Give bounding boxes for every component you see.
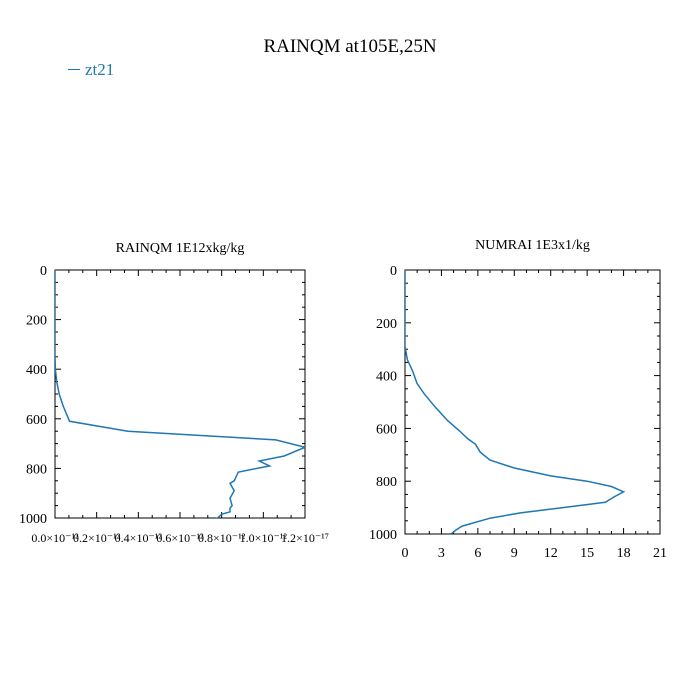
panel2-ytick-label: 200 (376, 317, 397, 332)
panel1-series-zt21-line (55, 270, 305, 518)
panel1-axes-frame (54, 269, 306, 519)
panel2-xtick-label: 3 (438, 546, 445, 561)
panel1-xtick-label: 1.0×10⁻¹² (240, 531, 288, 545)
panel1-ytick-label: 800 (26, 462, 47, 477)
legend: zt21 (68, 60, 114, 80)
panel1-xtick-label: 0.8×10⁻¹² (198, 531, 246, 545)
legend-label: zt21 (85, 60, 115, 79)
panel2-ytick-label: 0 (390, 264, 397, 279)
panel1-xtick-label: 0.2×10⁻¹² (73, 531, 121, 545)
panel1-ytick-label: 400 (26, 363, 47, 378)
panel1-xtick-label: 0.0×10⁻¹² (31, 531, 79, 545)
panel1-ytick-label: 600 (26, 413, 47, 428)
panel2-xtick-label: 6 (474, 546, 481, 561)
panel1-ytick-label: 0 (40, 264, 47, 279)
panel2-xtick-label: 12 (544, 546, 558, 561)
panel1-ytick-label: 200 (26, 314, 47, 329)
panel1-xtick-label: 0.6×10⁻¹² (156, 531, 204, 545)
panel2-xtick-label: 15 (580, 546, 594, 561)
legend-line-swatch (68, 68, 80, 70)
panel2-ytick-label: 800 (376, 475, 397, 490)
panel2-xtick-label: 21 (653, 546, 667, 561)
panel2-title: NUMRAI 1E3x1/kg (475, 238, 590, 253)
panel2-ytick-label: 400 (376, 370, 397, 385)
panel1-title: RAINQM 1E12xkg/kg (116, 241, 245, 256)
panel1-xtick-label: 1.2×10⁻¹⁷ (281, 531, 329, 545)
panel2-ytick-label: 1000 (369, 528, 397, 543)
panel2-series-zt21-line (405, 270, 626, 534)
panel2-xtick-label: 9 (511, 546, 518, 561)
figure-title: RAINQM at105E,25N (263, 36, 437, 57)
panel1-ytick-label: 1000 (19, 512, 47, 527)
panel2-axes-frame (404, 269, 661, 535)
panel1-xtick-label: 0.4×10⁻¹² (115, 531, 163, 545)
panel2-xtick-label: 18 (617, 546, 631, 561)
panel2-xtick-label: 0 (402, 546, 409, 561)
panel2-ytick-label: 600 (376, 422, 397, 437)
